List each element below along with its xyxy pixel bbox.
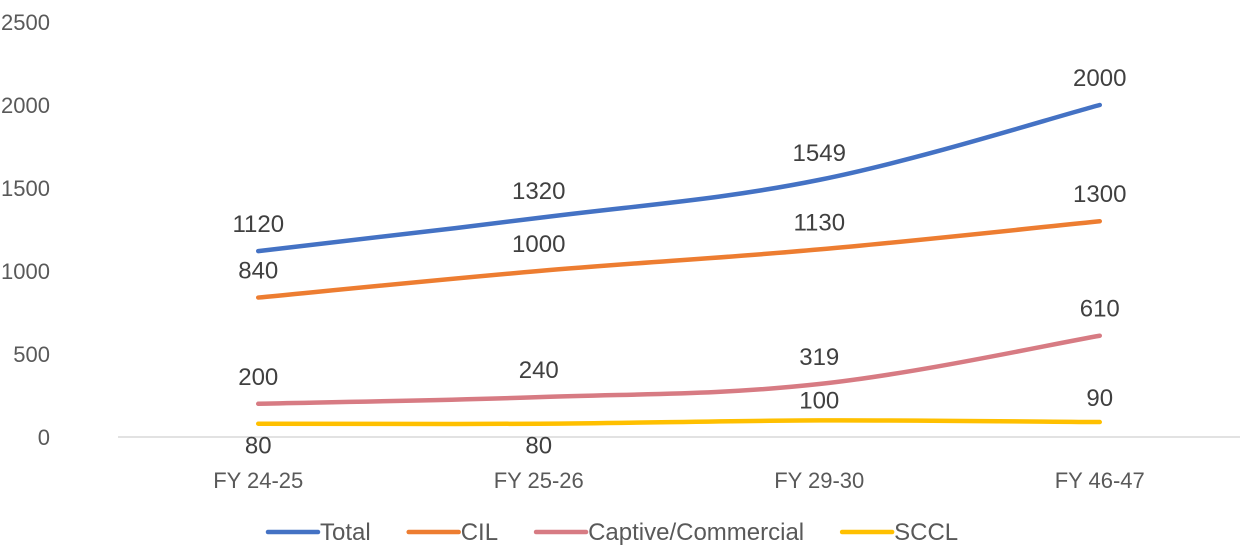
- x-axis-ticks: FY 24-25 FY 25-26 FY 29-30 FY 46-47: [213, 468, 1145, 493]
- y-tick-label: 0: [38, 425, 50, 450]
- y-tick-label: 2500: [1, 10, 50, 35]
- series-line-total: [256, 102, 1102, 254]
- y-tick-label: 2000: [1, 93, 50, 118]
- x-tick-label: FY 24-25: [213, 468, 303, 493]
- data-label: 1549: [793, 140, 846, 167]
- x-tick-label: FY 46-47: [1055, 468, 1145, 493]
- data-label: 610: [1080, 296, 1120, 323]
- data-label: 2000: [1073, 65, 1126, 92]
- data-label: 1130: [793, 209, 845, 236]
- legend-item-total: Total: [265, 519, 371, 546]
- legend-item-sccl: SCCL: [839, 519, 958, 546]
- series-line-cil: [256, 218, 1102, 300]
- data-label: 90: [1086, 385, 1113, 412]
- legend-label: SCCL: [894, 519, 958, 546]
- data-labels: 1120 1320 1549 2000 840 1000 1130 1300 200 240 319…: [232, 65, 1126, 460]
- data-label: 1120: [232, 211, 284, 238]
- x-tick-label: FY 25-26: [494, 468, 584, 493]
- legend: Total CIL Captive/Commercial SCCL: [265, 519, 958, 546]
- series-lines: [256, 102, 1102, 427]
- data-label: 1320: [512, 178, 565, 205]
- data-label: 80: [245, 433, 272, 460]
- data-label: 840: [238, 258, 278, 285]
- data-label: 319: [799, 344, 839, 371]
- data-label: 200: [238, 364, 278, 391]
- data-label: 240: [519, 357, 559, 384]
- data-label: 1300: [1073, 181, 1126, 208]
- series-line-sccl: [256, 418, 1102, 427]
- x-tick-label: FY 29-30: [774, 468, 864, 493]
- legend-label: Captive/Commercial: [588, 519, 804, 546]
- data-label: 80: [525, 433, 552, 460]
- legend-label: Total: [320, 519, 371, 546]
- y-axis-ticks: 0 500 1000 1500 2000 2500: [1, 10, 50, 450]
- legend-label: CIL: [461, 519, 498, 546]
- data-label: 100: [799, 387, 839, 414]
- y-tick-label: 1500: [1, 176, 50, 201]
- data-label: 1000: [512, 231, 565, 258]
- y-tick-label: 1000: [1, 259, 50, 284]
- y-tick-label: 500: [13, 342, 50, 367]
- legend-item-cil: CIL: [406, 519, 498, 546]
- legend-item-captive-commercial: Captive/Commercial: [533, 519, 804, 546]
- series-line-captive-commercial: [256, 333, 1102, 407]
